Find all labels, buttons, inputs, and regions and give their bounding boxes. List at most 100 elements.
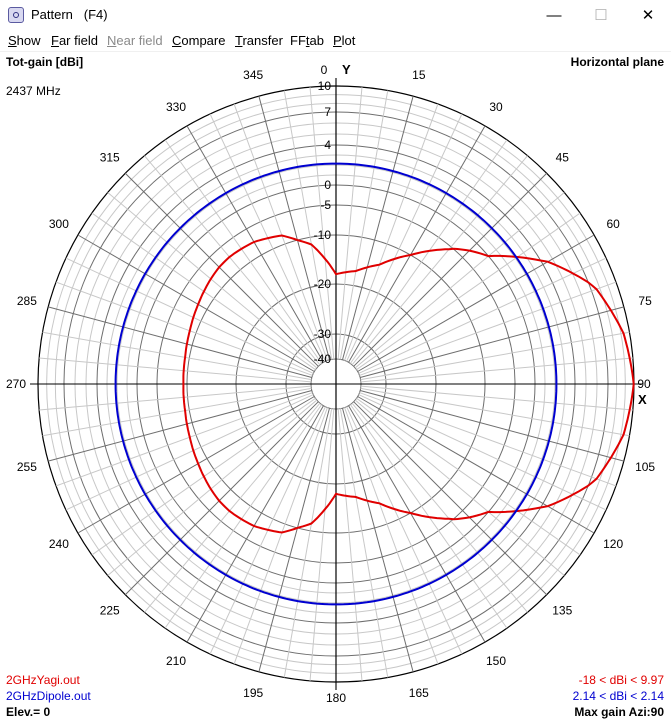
x-axis-label: X	[638, 392, 647, 407]
azimuth-label: 210	[166, 654, 186, 668]
grid-radial	[360, 389, 624, 462]
close-button[interactable]: ✕	[641, 7, 655, 24]
grid-radial	[186, 125, 324, 363]
menu-bar: Show Far field Near field Compare Transf…	[0, 31, 671, 52]
azimuth-label: 345	[243, 68, 263, 82]
y-axis-label: Y	[342, 62, 351, 77]
dipole-pattern-trace	[114, 162, 558, 606]
menu-near-field[interactable]: Near field	[107, 33, 163, 48]
max-gain-label: Max gain Azi:90	[574, 705, 664, 719]
azimuth-label: 240	[49, 537, 69, 551]
grid-radial	[356, 397, 581, 556]
grid-radial	[356, 212, 581, 371]
grid-radial	[283, 90, 333, 360]
grid-radial	[144, 402, 321, 613]
grid-radial	[348, 405, 486, 643]
azimuth-label: 75	[638, 294, 652, 308]
menu-plot[interactable]: Plot	[333, 33, 356, 48]
azimuth-label: 255	[17, 460, 37, 474]
grid-radial	[164, 404, 323, 629]
azimuth-label: 150	[486, 654, 506, 668]
grid-radial	[55, 281, 313, 376]
grid-radial	[258, 96, 331, 360]
radial-tick-label: -30	[314, 327, 332, 341]
radial-tick-label: 7	[324, 105, 331, 119]
title-bar: Pattern (F4) — ☐ ✕	[0, 0, 671, 31]
menu-transfer[interactable]: Transfer	[235, 33, 283, 48]
azimuth-label: 135	[552, 603, 572, 617]
radial-tick-label: -10	[314, 228, 332, 242]
grid-radial	[309, 408, 335, 681]
grid-radial	[39, 385, 312, 411]
grid-radial	[360, 385, 633, 411]
grid-radial	[354, 399, 565, 576]
grid-radial	[309, 87, 335, 360]
pattern-plot-area: Tot-gain [dBi] Horizontal plane 2437 MHz…	[0, 52, 671, 721]
grid-radial	[360, 306, 624, 379]
azimuth-label: 270	[6, 377, 26, 391]
grid-radial	[348, 125, 486, 363]
azimuth-label: 105	[635, 460, 655, 474]
grid-radial	[42, 331, 312, 381]
grid-radial	[357, 234, 595, 372]
grid-radial	[55, 392, 313, 487]
grid-radial	[353, 172, 548, 367]
quantity-label: Tot-gain [dBi]	[6, 55, 84, 69]
grid-radial	[344, 103, 439, 361]
polar-pattern-chart: 10 7 4 0 -5 -10 -20 -30 -40 0 15 30 45 60 75 90 105 120 1…	[6, 62, 655, 705]
range1-label: -18 < dBi < 9.97	[578, 673, 664, 687]
grid-radial	[339, 90, 389, 360]
radial-tick-labels: 10 7 4 0 -5 -10 -20 -30 -40	[314, 79, 332, 366]
grid-radial	[341, 96, 414, 360]
elevation-label: Elev.= 0	[6, 705, 51, 719]
pattern-traces	[114, 162, 635, 606]
azimuth-label: 45	[556, 151, 570, 165]
plane-label: Horizontal plane	[570, 55, 664, 69]
azimuth-labels: 0 15 30 45 60 75 90 105 120 135 150 165 180 195 210 225…	[6, 63, 655, 705]
azimuth-label: 15	[412, 68, 426, 82]
azimuth-label: 285	[17, 294, 37, 308]
grid-radial	[233, 407, 328, 665]
grid-radial	[65, 257, 314, 374]
radial-tick-label: -40	[314, 352, 332, 366]
menu-far-field[interactable]: Far field	[51, 33, 98, 48]
azimuth-label: 165	[409, 686, 429, 700]
grid-radial	[346, 113, 463, 362]
grid-radial	[357, 396, 595, 534]
maximize-button[interactable]: ☐	[594, 7, 608, 24]
azimuth-label: 0	[321, 63, 328, 77]
minimize-button[interactable]: —	[546, 7, 562, 24]
file2-label: 2GHzDipole.out	[6, 689, 91, 703]
menu-show[interactable]: Show	[8, 33, 41, 48]
azimuth-label: 225	[100, 603, 120, 617]
radial-tick-label: 4	[324, 138, 331, 152]
grid-radial	[351, 155, 528, 366]
grid-radial	[360, 331, 630, 381]
yagi-pattern-trace	[182, 234, 635, 534]
azimuth-label: 315	[100, 151, 120, 165]
menu-fftab[interactable]: FFtab	[290, 33, 324, 48]
file1-label: 2GHzYagi.out	[6, 673, 80, 687]
grid-radial	[360, 357, 633, 383]
grid-radial	[186, 405, 324, 643]
grid-radial	[65, 394, 314, 511]
azimuth-label: 120	[603, 537, 623, 551]
grid-radial	[42, 387, 312, 437]
range2-label: 2.14 < dBi < 2.14	[572, 689, 664, 703]
grid-radial	[39, 357, 312, 383]
azimuth-label: 180	[326, 691, 346, 705]
antenna-app-icon	[8, 7, 24, 23]
grid-radial	[124, 172, 319, 367]
grid-radial	[358, 257, 607, 374]
grid-radial	[354, 192, 565, 369]
grid-radial	[351, 402, 528, 613]
menu-compare[interactable]: Compare	[172, 33, 226, 48]
azimuth-label: 330	[166, 100, 186, 114]
grid-radial	[353, 401, 548, 596]
grid-radial	[341, 408, 414, 672]
grid-radial	[360, 387, 630, 437]
grid-radial	[283, 408, 333, 678]
grid-radial	[124, 401, 319, 596]
azimuth-label: 300	[49, 217, 69, 231]
radial-tick-label: 0	[324, 178, 331, 192]
